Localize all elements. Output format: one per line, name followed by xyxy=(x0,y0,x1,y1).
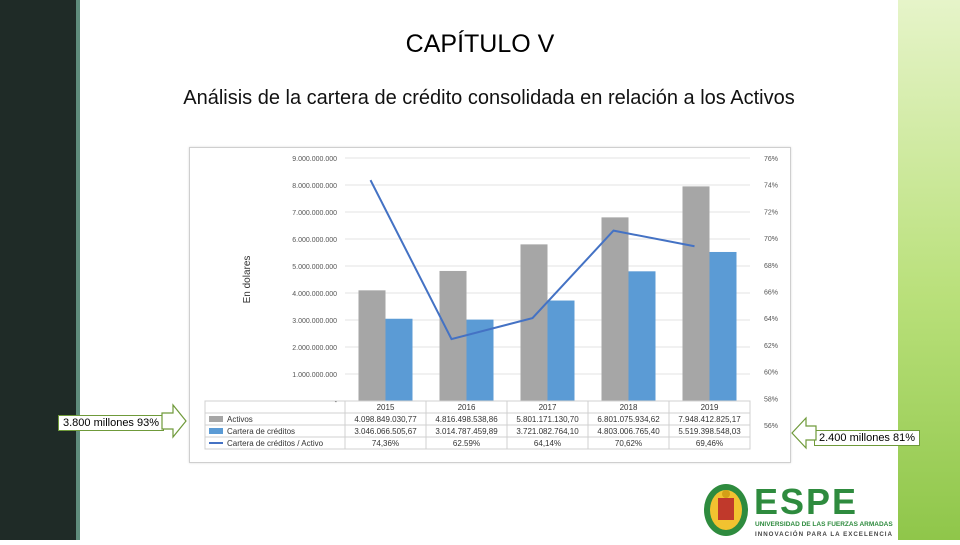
data-label: 4.803.006.765,40 xyxy=(597,427,660,436)
data-label: 64,14% xyxy=(534,439,561,448)
slide-subtitle: Análisis de la cartera de crédito consol… xyxy=(183,87,795,109)
data-label: 62.59% xyxy=(453,439,480,448)
bar-cartera xyxy=(709,251,737,401)
data-label: 70,62% xyxy=(615,439,642,448)
data-label: 3.014.787.459,89 xyxy=(435,427,498,436)
bar-activos xyxy=(682,186,710,401)
y-tick-label: 7.000.000.000 xyxy=(292,210,337,217)
y-axis-label: En dolares xyxy=(242,256,253,304)
left-decor-bar xyxy=(0,0,76,540)
y-tick-label: 3.000.000.000 xyxy=(292,318,337,325)
y2-tick-label: 62% xyxy=(764,343,778,350)
data-label: 7.948.412.825,17 xyxy=(678,415,741,424)
y-tick-label: 2.000.000.000 xyxy=(292,345,337,352)
y2-tick-label: 76% xyxy=(764,156,778,163)
x-tick-label: 2015 xyxy=(377,403,395,412)
legend-label: Cartera de créditos / Activo xyxy=(227,439,324,448)
data-label: 4.098.849.030,77 xyxy=(354,415,417,424)
bar-activos xyxy=(520,244,548,401)
x-tick-label: 2016 xyxy=(458,403,476,412)
x-tick-label: 2017 xyxy=(539,403,557,412)
bar-activos xyxy=(358,290,386,401)
logo-wordmark: ESPE xyxy=(754,481,858,522)
right-decor-bar xyxy=(898,0,960,540)
y2-tick-label: 58% xyxy=(764,396,778,403)
data-label: 5.801.171.130,70 xyxy=(516,415,579,424)
y-tick-label: 9.000.000.000 xyxy=(292,156,337,163)
legend-swatch xyxy=(209,428,223,434)
callout-left: 3.800 millones 93% xyxy=(58,415,165,431)
x-tick-label: 2019 xyxy=(701,403,719,412)
y2-tick-label: 70% xyxy=(764,236,778,243)
y2-tick-label: 66% xyxy=(764,290,778,297)
slide-title: CAPÍTULO V xyxy=(405,30,555,58)
logo-line2: INNOVACIÓN PARA LA EXCELENCIA xyxy=(755,530,893,538)
bar-cartera xyxy=(628,271,656,401)
y-tick-label: 1.000.000.000 xyxy=(292,372,337,379)
line-ratio xyxy=(369,179,695,341)
data-label: 3.046.066.505,67 xyxy=(354,427,417,436)
crest-icon xyxy=(704,484,748,536)
arrow-left-icon xyxy=(791,416,817,450)
bar-activos xyxy=(601,217,629,401)
data-label: 4.816.498.538,86 xyxy=(435,415,498,424)
data-label: 3.721.082.764,10 xyxy=(516,427,579,436)
data-label: 5.519.398.548,03 xyxy=(678,427,741,436)
legend-swatch xyxy=(209,416,223,422)
logo-line1: UNIVERSIDAD DE LAS FUERZAS ARMADAS xyxy=(755,521,893,528)
legend-label: Activos xyxy=(227,415,253,424)
callout-right: 2.400 millones 81% xyxy=(814,430,921,446)
y-tick-label: - xyxy=(335,399,338,406)
y-tick-label: 5.000.000.000 xyxy=(292,264,337,271)
arrow-right-icon xyxy=(161,403,187,439)
y2-tick-label: 56% xyxy=(764,423,778,430)
x-tick-label: 2018 xyxy=(620,403,638,412)
y2-tick-label: 60% xyxy=(764,370,778,377)
chart-frame: 9.000.000.000 8.000.000.000 7.000.000.000 6… xyxy=(189,147,791,463)
y2-tick-label: 64% xyxy=(764,316,778,323)
bar-cartera xyxy=(385,318,413,401)
bar-cartera xyxy=(547,300,575,401)
data-label: 74,36% xyxy=(372,439,399,448)
espe-logo: ESPE UNIVERSIDAD DE LAS FUERZAS ARMADAS … xyxy=(698,480,898,540)
y2-tick-label: 72% xyxy=(764,209,778,216)
y-tick-label: 6.000.000.000 xyxy=(292,237,337,244)
data-label: 6.801.075.934,62 xyxy=(597,415,660,424)
data-label: 69,46% xyxy=(696,439,723,448)
legend-label: Cartera de créditos xyxy=(227,427,295,436)
y2-tick-label: 74% xyxy=(764,183,778,190)
y2-tick-label: 68% xyxy=(764,263,778,270)
y-tick-label: 8.000.000.000 xyxy=(292,183,337,190)
y-tick-label: 4.000.000.000 xyxy=(292,291,337,298)
left-decor-stripe xyxy=(76,0,80,540)
combo-chart: 9.000.000.000 8.000.000.000 7.000.000.000 6… xyxy=(204,156,778,450)
